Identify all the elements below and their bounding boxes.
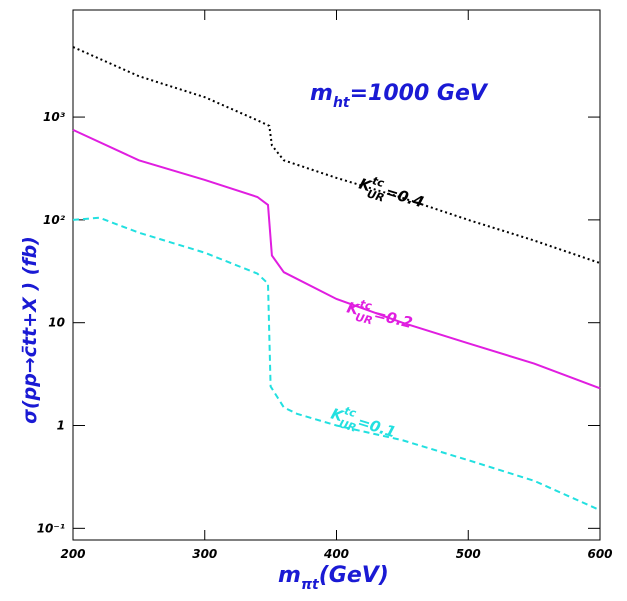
y-axis-label: σ(pp→c̄tt+X ) (fb) (19, 236, 41, 424)
label-rest: =0.4 (383, 183, 426, 212)
xlabel-rest: (GeV) (319, 563, 389, 588)
title-rest: =1000 GeV (350, 81, 489, 106)
x-tick-label: 500 (456, 547, 481, 561)
y-tick-label: 10⁻¹ (37, 521, 65, 535)
label-sup: tc (343, 404, 359, 420)
label-rest: =0.2 (372, 305, 414, 332)
label-sub: UR (365, 187, 385, 205)
label-sub: UR (337, 417, 357, 435)
x-tick-label: 300 (192, 547, 217, 561)
title-main: m (310, 81, 333, 106)
series-line (72, 216, 601, 512)
series-label: KtcUR=0.4 (355, 171, 427, 216)
x-tick-label: 600 (587, 547, 612, 561)
series-line (72, 46, 601, 265)
y-tick-label: 10³ (43, 110, 66, 124)
x-axis-label: mπt(GeV) (278, 563, 389, 593)
label-sup: tc (371, 174, 387, 190)
chart-title: mht=1000 GeV (310, 81, 489, 111)
series-label: KtcUR=0.1 (327, 401, 399, 446)
y-tick-label: 10 (48, 316, 65, 330)
x-tick-label: 200 (60, 547, 85, 561)
series-label: KtcUR=0.2 (344, 295, 415, 337)
xlabel-sub: πt (301, 577, 320, 593)
y-tick-label: 10² (43, 213, 66, 227)
x-tick-label: 400 (323, 547, 349, 561)
title-sub: ht (333, 95, 351, 111)
y-tick-label: 1 (57, 419, 65, 433)
xlabel-main: m (278, 563, 301, 588)
label-sub: UR (354, 311, 374, 328)
plot-frame (72, 9, 601, 541)
series-line (72, 128, 601, 390)
label-rest: =0.1 (355, 413, 398, 442)
label-sup: tc (358, 297, 373, 313)
